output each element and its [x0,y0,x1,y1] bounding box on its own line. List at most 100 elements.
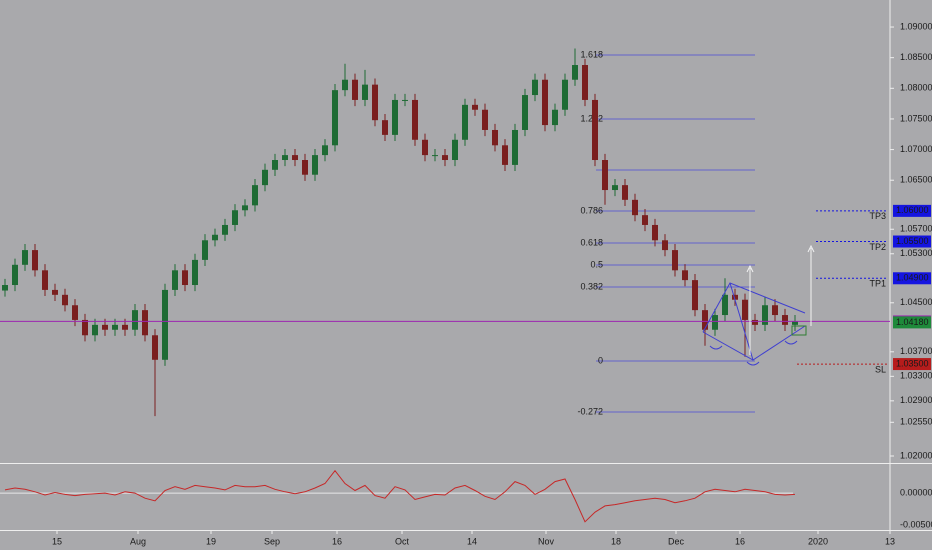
candle-body [532,79,538,96]
candle-body [402,99,408,101]
candle-body [592,99,598,161]
y-tick-label: 1.07500 [900,113,932,123]
pattern-arcs [709,340,798,366]
arrow [746,264,754,355]
candle-body [482,109,488,130]
candle-body [792,321,798,325]
candle-body [602,160,608,191]
candle-body [222,224,228,235]
candle-body [632,199,638,216]
candle-body [2,285,8,291]
x-tick-label: 18 [611,536,621,546]
price-badge [893,316,931,329]
y-tick-label: 1.06500 [900,175,932,185]
y-tick-label: 1.09000 [900,21,932,31]
candle-body [162,289,168,360]
fib-label: 0.786 [580,205,603,215]
candle-body [322,145,328,156]
x-tick-label: Dec [668,536,685,546]
candle-body [202,240,208,260]
candle-body [682,270,688,281]
candle-body [182,270,188,286]
candle-body [432,155,438,157]
candle-body [452,139,458,161]
candle-body [122,324,128,330]
target-name: TP2 [869,242,886,252]
candle-body [372,84,378,121]
y-tick-label: 1.02000 [900,450,932,460]
price-badge [893,272,931,285]
candle-body [212,234,218,241]
candle-body [242,205,248,211]
candle-body [582,65,588,100]
candle-body [262,169,268,186]
fib-label: 0.382 [580,281,603,291]
candle-body [752,319,758,325]
y-tick-label: 1.03700 [900,346,932,356]
x-tick-label: 2020 [808,536,828,546]
candle-body [762,305,768,325]
candle-body [232,210,238,225]
x-tick-label: 16 [735,536,745,546]
target-name: TP1 [869,279,886,289]
candle-body [422,139,428,156]
candle-body [472,104,478,110]
price-badge-label: 1.06000 [896,205,929,215]
position-box [791,325,807,336]
candle-body [512,129,518,165]
fib-label: 1.618 [580,49,603,59]
y-tick-label: 1.03300 [900,371,932,381]
price-badge [893,204,931,217]
candle-body [782,315,788,325]
candle-body [712,315,718,330]
candle-body [252,185,258,206]
candle-body [642,215,648,225]
candle-body [332,90,338,146]
y-tick-label: 1.02550 [900,417,932,427]
candle-body [622,185,628,200]
price-badge [893,235,931,248]
price-badge [893,358,931,371]
osc-line [4,469,796,523]
target-name: TP3 [869,211,886,221]
candle-body [22,250,28,265]
y-tick-label: 1.08000 [900,83,932,93]
price-badge-label: 1.04180 [896,317,929,327]
target-name: SL [875,364,886,374]
x-tick-label: 19 [206,536,216,546]
x-tick-label: 14 [467,536,477,546]
pattern-drawing [702,282,806,366]
candle-body [692,280,698,311]
candle-body [612,185,618,191]
candle-body [392,99,398,135]
candle-body [282,155,288,161]
candle-body [82,319,88,336]
fib-label: 0 [598,355,603,365]
x-tick-label: 15 [52,536,62,546]
x-tick-label: Sep [264,536,280,546]
plot: 1.09000 1.08500 1.08000 1.07500 1.07000 1.065… [0,21,932,546]
candle-body [442,155,448,161]
candle-body [352,79,358,100]
osc-tick-label: 0.00000 [900,487,932,497]
candle-body [672,250,678,271]
candle-body [562,79,568,110]
candle-body [742,299,748,320]
candle-body [12,264,18,286]
candle-body [142,310,148,336]
candle-body [462,104,468,140]
x-tick-label: Nov [538,536,555,546]
candle-body [62,294,68,306]
candle-body [32,250,38,271]
arrows [746,244,815,355]
fib-label: 0.5 [590,259,603,269]
candle-body [542,79,548,126]
candle-body [552,109,558,126]
candle-body [302,160,308,175]
candle-body [772,305,778,316]
x-tick-label: Aug [130,536,146,546]
candle-body [312,155,318,175]
arrow [807,244,815,326]
candle-body [52,289,58,295]
y-tick-label: 1.05700 [900,224,932,234]
